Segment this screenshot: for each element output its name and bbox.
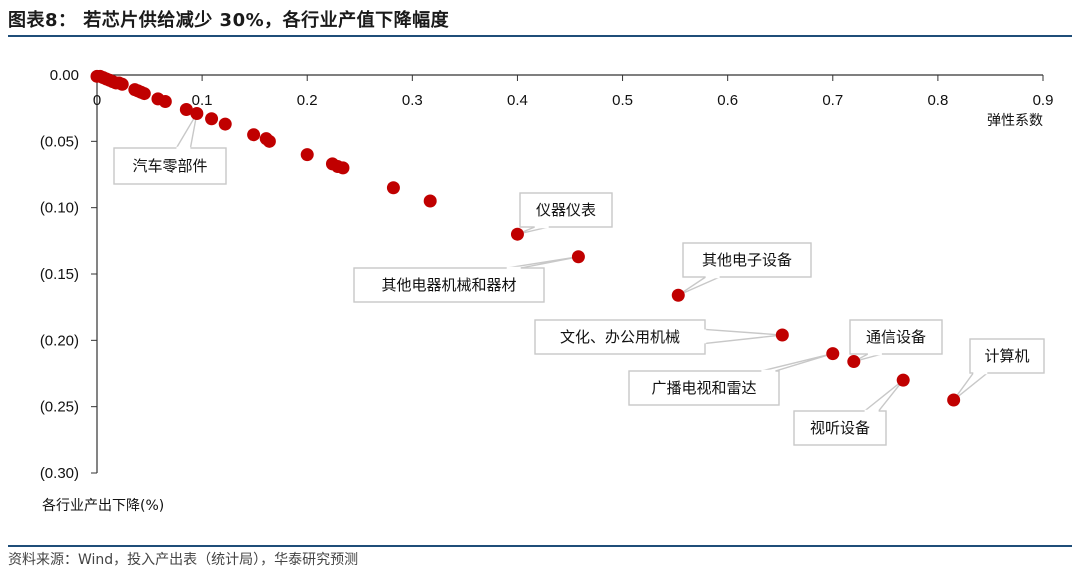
callout-box: [353, 267, 545, 303]
callout: 仪器仪表: [517, 192, 613, 235]
callout-label: 计算机: [984, 347, 1029, 365]
data-point: [423, 194, 437, 208]
callout-label: 广播电视和雷达: [651, 379, 756, 397]
callout-box: [849, 319, 943, 355]
figure-title: 图表8： 若芯片供给减少 30%，各行业产值下降幅度: [8, 10, 450, 31]
callout-label: 汽车零部件: [132, 157, 207, 175]
footer-divider: [8, 545, 1072, 547]
data-point: [137, 87, 151, 101]
callout-box: [113, 147, 227, 185]
x-axis-title: 弹性系数: [987, 113, 1043, 129]
callout-box: [682, 242, 812, 278]
callout: 文化、办公用机械: [534, 319, 783, 355]
data-point: [115, 77, 129, 91]
points-group: [90, 69, 961, 407]
callout-box: [793, 410, 887, 446]
x-tick-label: 0.1: [192, 92, 213, 109]
ticks-group: 0 0.1 0.2 0.3 0.4 0.5 0.6 0.7 0.8 0.9 0.00 (0.05) (0…: [40, 67, 1054, 482]
callout-pointer: [677, 276, 720, 296]
scatter-chart: 0 0.1 0.2 0.3 0.4 0.5 0.6 0.7 0.8 0.9 0.00 (0.05) (0…: [40, 67, 1054, 514]
data-point: [510, 227, 524, 241]
data-point: [247, 128, 261, 142]
callout-pointer: [506, 256, 579, 269]
callout: 通信设备: [849, 319, 943, 363]
data-point: [158, 95, 172, 109]
x-tick-label: 0.2: [297, 92, 318, 109]
data-point: [218, 117, 232, 131]
callout: 汽车零部件: [113, 113, 227, 185]
x-tick-label: 0.8: [927, 92, 948, 109]
callout-box: [969, 338, 1045, 374]
x-tick-label: 0: [93, 92, 101, 109]
y-tick-label: (0.25): [40, 399, 79, 416]
data-point: [179, 102, 193, 116]
y-tick-label: (0.30): [40, 465, 79, 482]
data-point: [205, 112, 219, 126]
callout-label: 文化、办公用机械: [560, 328, 680, 346]
y-tick-label: (0.05): [40, 133, 79, 150]
callout-box: [628, 370, 780, 406]
data-point: [300, 148, 314, 162]
x-tick-label: 0.4: [507, 92, 528, 109]
x-tick-label: 0.9: [1033, 92, 1054, 109]
source-note: 资料来源：Wind，投入产出表（统计局），华泰研究预测: [8, 552, 359, 568]
x-tick-label: 0.7: [822, 92, 843, 109]
axes-group: [96, 74, 1043, 473]
data-point: [386, 181, 400, 195]
data-point: [775, 328, 789, 342]
callout-label: 其他电子设备: [702, 251, 792, 269]
callout-label: 仪器仪表: [536, 201, 596, 219]
data-point: [671, 288, 685, 302]
callout-label: 其他电器机械和器材: [381, 276, 516, 294]
x-tick-label: 0.6: [717, 92, 738, 109]
x-tick-label: 0.3: [402, 92, 423, 109]
y-tick-label: (0.20): [40, 332, 79, 349]
callout: 广播电视和雷达: [628, 352, 833, 406]
y-tick-label: 0.00: [50, 67, 79, 84]
data-point: [571, 250, 585, 264]
data-point: [336, 161, 350, 175]
header-divider: [8, 35, 1072, 37]
data-point: [896, 373, 910, 387]
x-tick-label: 0.5: [612, 92, 633, 109]
data-point: [947, 393, 961, 407]
callout-pointer: [761, 352, 833, 372]
y-tick-label: (0.15): [40, 266, 79, 283]
y-axis-title: 各行业产出下降(%): [42, 498, 164, 514]
callout-pointer: [862, 379, 904, 412]
data-point: [826, 347, 840, 361]
callout: 其他电器机械和器材: [353, 256, 579, 303]
data-point: [190, 106, 204, 120]
y-tick-label: (0.10): [40, 200, 79, 217]
data-point: [847, 355, 861, 369]
callout-box: [519, 192, 613, 228]
data-point: [262, 134, 276, 148]
callout: 视听设备: [793, 379, 904, 446]
callout-box: [534, 319, 706, 355]
callout-pointer: [704, 328, 783, 345]
callout-label: 通信设备: [866, 328, 926, 346]
callout: 计算机: [953, 338, 1045, 401]
callout-label: 视听设备: [810, 419, 870, 437]
callout: 其他电子设备: [677, 242, 812, 296]
